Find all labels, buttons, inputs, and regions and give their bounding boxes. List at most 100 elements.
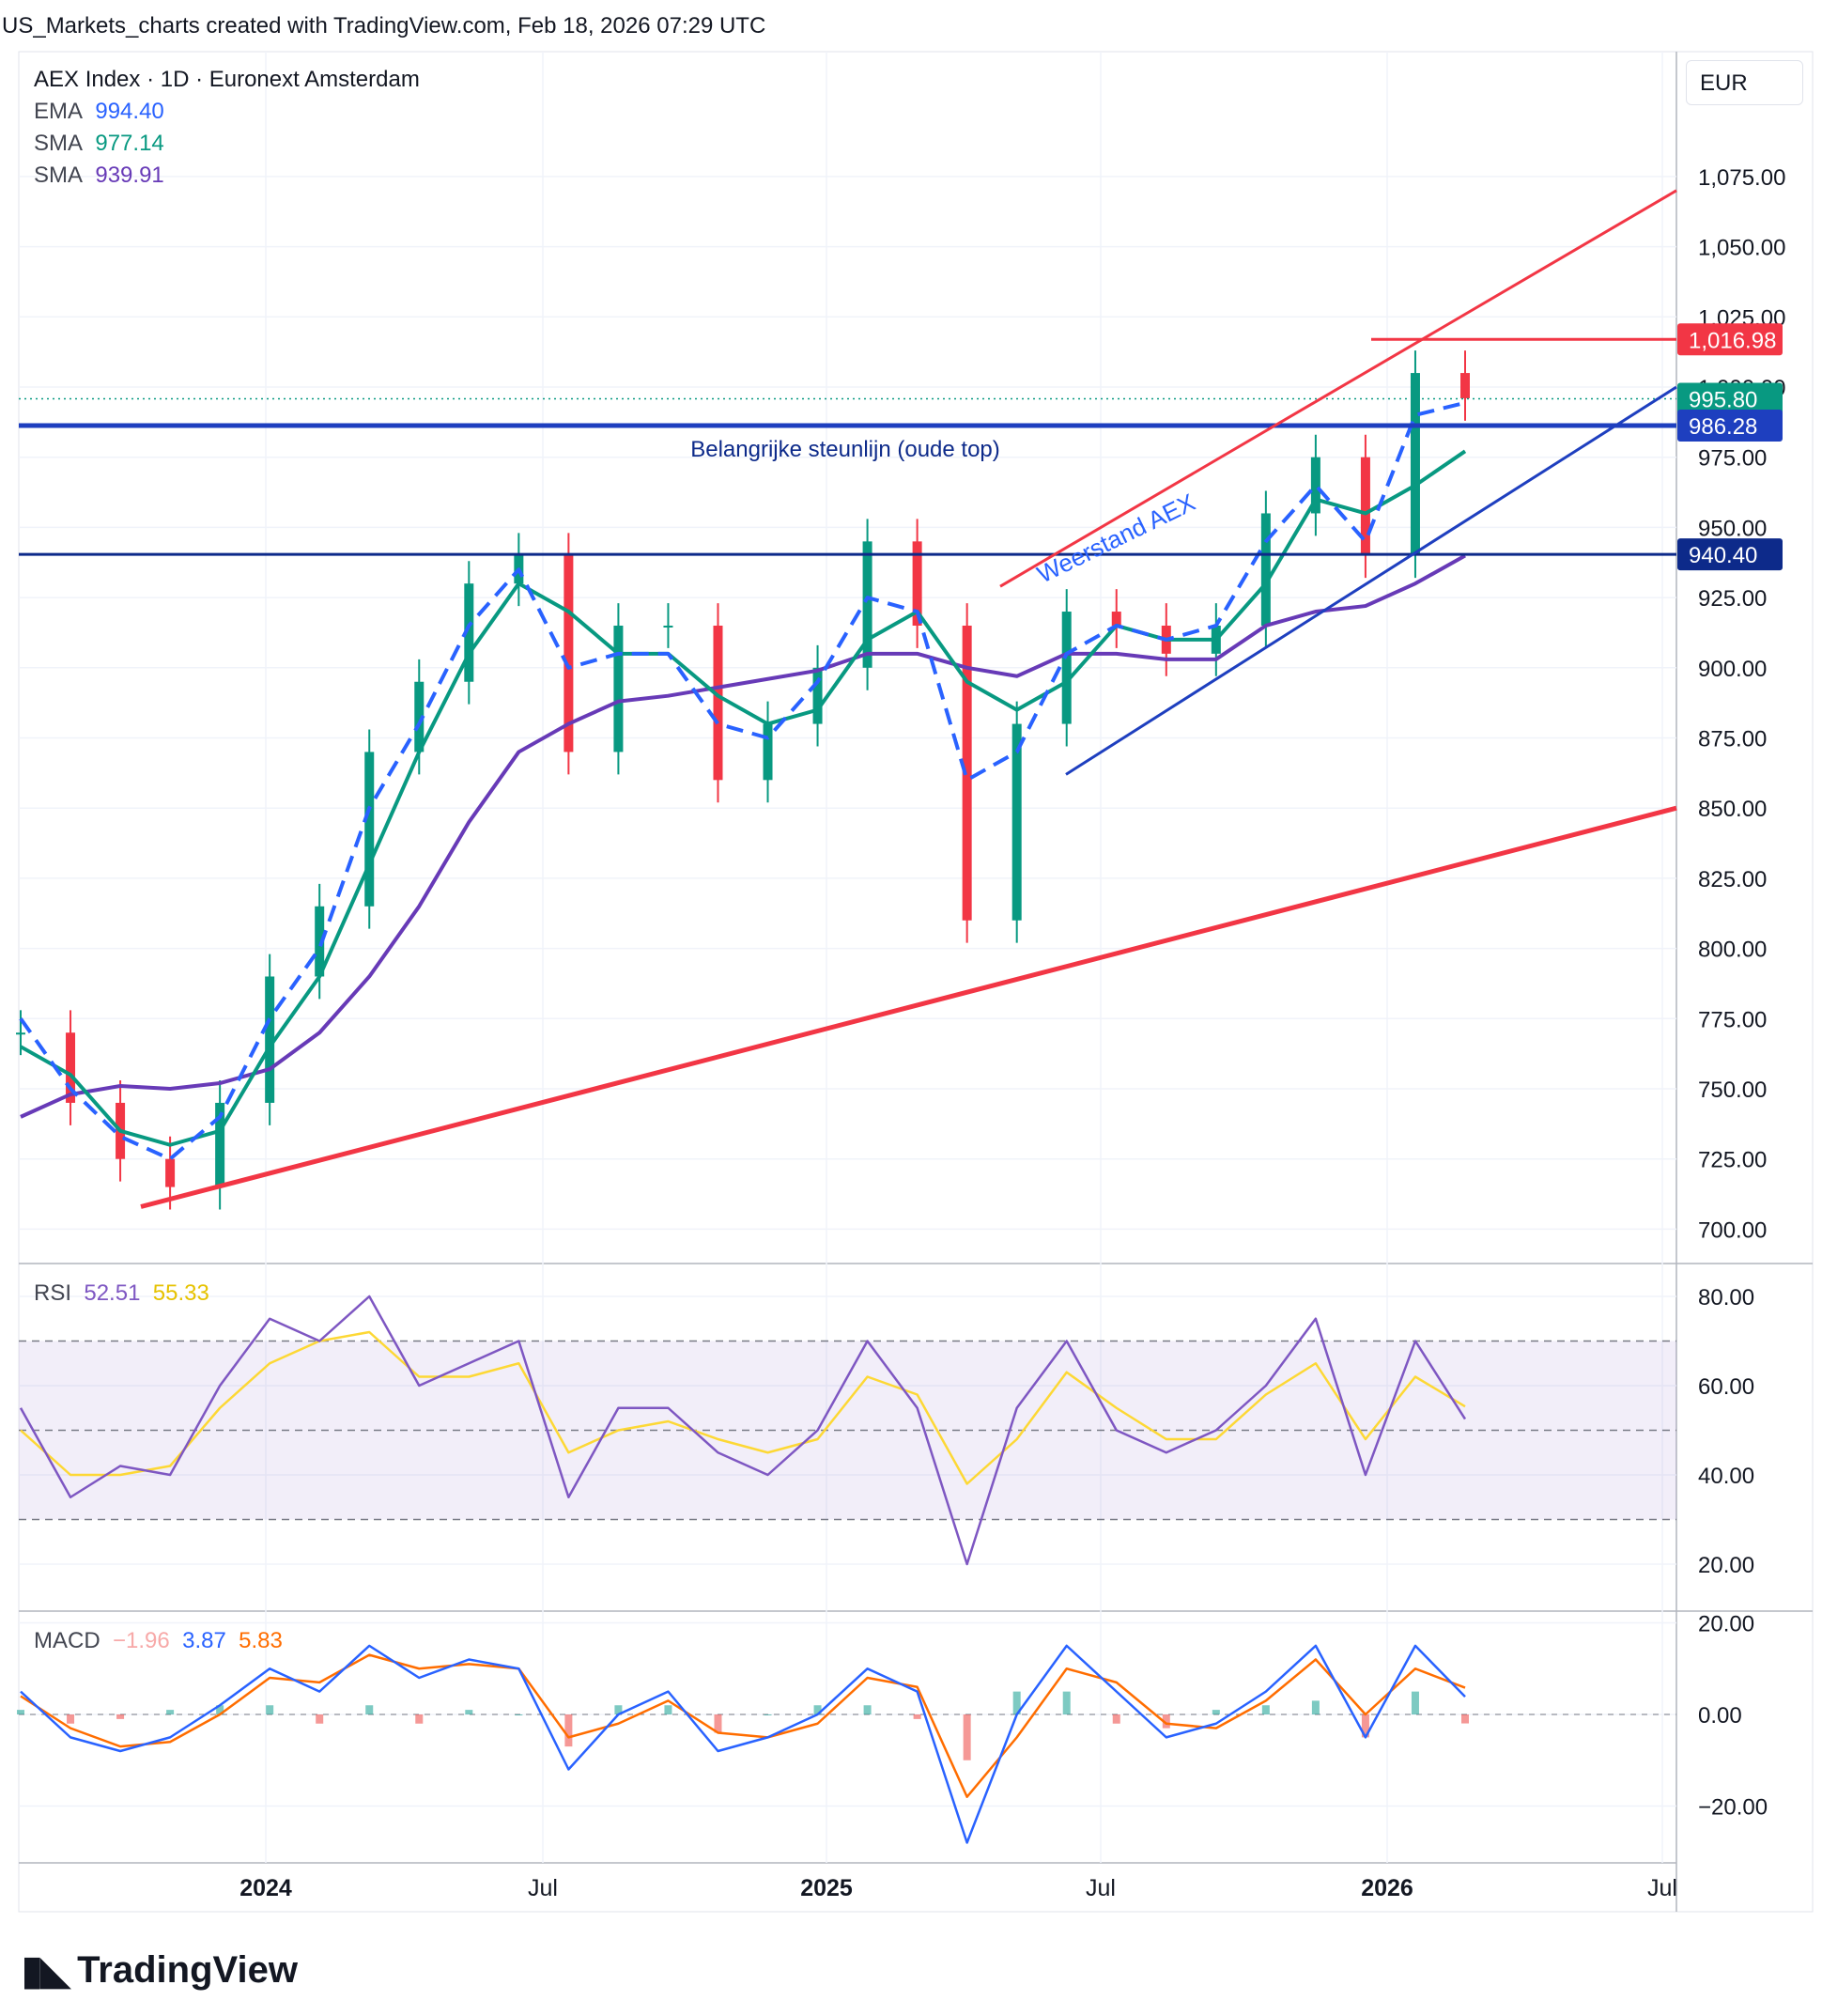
macd-histogram-bar bbox=[1361, 1714, 1369, 1738]
macd-histogram-bar bbox=[714, 1714, 722, 1733]
candle-body bbox=[464, 583, 474, 682]
legend-sma2: SMA 939.91 bbox=[34, 160, 420, 192]
price-tick-label: 975.00 bbox=[1698, 446, 1767, 472]
macd-histogram-bar bbox=[813, 1705, 822, 1714]
rsi-tick-label: 80.00 bbox=[1698, 1285, 1754, 1310]
legend-sma2-label: SMA bbox=[34, 163, 84, 188]
candle-body bbox=[912, 541, 922, 626]
price-tick-label: 900.00 bbox=[1698, 657, 1767, 682]
currency-button[interactable]: EUR bbox=[1686, 60, 1803, 105]
price-tick-label: 875.00 bbox=[1698, 727, 1767, 752]
candle-body bbox=[66, 1032, 76, 1103]
candle-body bbox=[763, 723, 773, 781]
time-tick-label: Jul bbox=[528, 1875, 558, 1901]
macd-histogram-bar bbox=[913, 1714, 921, 1719]
rsi-ma-line bbox=[20, 1330, 1466, 1485]
macd-histogram-bar bbox=[1062, 1691, 1071, 1714]
macd-histogram-bar bbox=[67, 1714, 75, 1724]
price-level-badge bbox=[1677, 538, 1783, 571]
macd-histogram-bar bbox=[1261, 1705, 1270, 1714]
sma-purple-line bbox=[20, 553, 1466, 1119]
price-tick-label: 925.00 bbox=[1698, 586, 1767, 612]
chart-header: US_Markets_charts created with TradingVi… bbox=[0, 13, 765, 39]
macd-histogram-bar bbox=[1461, 1714, 1469, 1724]
rsi-legend: RSI 52.51 55.33 bbox=[34, 1278, 209, 1310]
macd-histogram-bar bbox=[365, 1705, 374, 1714]
long-term-trendline bbox=[140, 805, 1677, 1209]
main-legend: AEX Index · 1D · Euronext Amsterdam EMA … bbox=[34, 64, 420, 192]
time-tick-label: 2024 bbox=[239, 1875, 292, 1901]
legend-sma1-value: 977.14 bbox=[95, 131, 164, 156]
sma-green-line bbox=[20, 449, 1467, 1147]
time-tick-label: Jul bbox=[1086, 1875, 1116, 1901]
macd-tick-label: 20.00 bbox=[1698, 1612, 1754, 1637]
legend-sma1: SMA 977.14 bbox=[34, 128, 420, 160]
support-annotation: Belangrijke steunlijn (oude top) bbox=[690, 437, 1000, 462]
macd-histogram-bar bbox=[1012, 1691, 1021, 1714]
candle-body bbox=[862, 541, 872, 668]
candle-body bbox=[1360, 457, 1370, 556]
macd-histogram-bar bbox=[216, 1705, 224, 1714]
time-tick-label: Jul bbox=[1647, 1875, 1677, 1901]
rsi-tick-label: 40.00 bbox=[1698, 1464, 1754, 1489]
tradingview-logo[interactable]: ▮◣ TradingView bbox=[21, 1946, 298, 1994]
macd-histogram-bar bbox=[415, 1714, 424, 1724]
candle-body bbox=[265, 976, 275, 1103]
signal-legend-value: 5.83 bbox=[239, 1628, 283, 1653]
price-tick-label: 1,050.00 bbox=[1698, 236, 1785, 261]
macd-histogram-bar bbox=[664, 1705, 672, 1714]
macd-histogram-bar bbox=[564, 1714, 573, 1747]
candle-body bbox=[16, 1032, 25, 1035]
price-tick-label: 1,075.00 bbox=[1698, 165, 1785, 191]
price-tick-label: 825.00 bbox=[1698, 867, 1767, 892]
macd-hist-legend-value: −1.96 bbox=[113, 1628, 170, 1653]
candle-body bbox=[1011, 723, 1022, 921]
candle-body bbox=[215, 1102, 225, 1187]
legend-title: AEX Index · 1D · Euronext Amsterdam bbox=[34, 67, 420, 92]
macd-histogram-bar bbox=[1112, 1714, 1120, 1724]
resistance-trendline bbox=[999, 189, 1677, 588]
price-level-badge bbox=[1677, 323, 1783, 356]
legend-ema: EMA 994.40 bbox=[34, 96, 420, 128]
resistance-annotation: Weerstand AEX bbox=[1032, 488, 1199, 588]
price-tick-label: 800.00 bbox=[1698, 938, 1767, 963]
candle-body bbox=[165, 1158, 176, 1187]
price-level-label: 940.40 bbox=[1689, 543, 1757, 568]
macd-histogram-bar bbox=[17, 1710, 24, 1714]
candle-body bbox=[414, 681, 425, 752]
macd-histogram-bar bbox=[166, 1710, 175, 1714]
macd-legend: MACD −1.96 3.87 5.83 bbox=[34, 1625, 283, 1657]
price-tick-label: 700.00 bbox=[1698, 1217, 1767, 1243]
rsi-tick-label: 60.00 bbox=[1698, 1374, 1754, 1400]
price-tick-label: 750.00 bbox=[1698, 1078, 1767, 1103]
macd-legend-value: 3.87 bbox=[182, 1628, 226, 1653]
macd-histogram-bar bbox=[316, 1714, 324, 1724]
candle-body bbox=[613, 625, 624, 752]
legend-sma2-value: 939.91 bbox=[95, 163, 164, 188]
macd-histogram-bar bbox=[465, 1710, 473, 1714]
candle-body bbox=[1460, 373, 1470, 398]
ema-line bbox=[19, 400, 1466, 1161]
price-tick-label: 775.00 bbox=[1698, 1007, 1767, 1032]
rsi-line bbox=[19, 1295, 1467, 1566]
candle-body bbox=[1410, 373, 1420, 556]
legend-ema-label: EMA bbox=[34, 99, 84, 124]
legend-ema-value: 994.40 bbox=[95, 99, 164, 124]
tradingview-brand: TradingView bbox=[77, 1949, 298, 1991]
candle-body bbox=[364, 752, 375, 907]
price-tick-label: 950.00 bbox=[1698, 516, 1767, 541]
macd-histogram-bar bbox=[266, 1705, 274, 1714]
macd-histogram-bar bbox=[1411, 1691, 1419, 1714]
signal-line bbox=[20, 1653, 1466, 1798]
macd-histogram-bar bbox=[116, 1714, 125, 1719]
rsi-legend-value: 52.51 bbox=[84, 1280, 141, 1306]
candle-body bbox=[713, 625, 723, 781]
macd-legend-label: MACD bbox=[34, 1628, 100, 1653]
macd-tick-label: 0.00 bbox=[1698, 1703, 1742, 1729]
macd-histogram-bar bbox=[863, 1705, 872, 1714]
price-level-label: 1,016.98 bbox=[1689, 328, 1776, 353]
candle-body bbox=[1260, 513, 1271, 626]
legend-sma1-label: SMA bbox=[34, 131, 84, 156]
rsi-tick-label: 20.00 bbox=[1698, 1553, 1754, 1578]
